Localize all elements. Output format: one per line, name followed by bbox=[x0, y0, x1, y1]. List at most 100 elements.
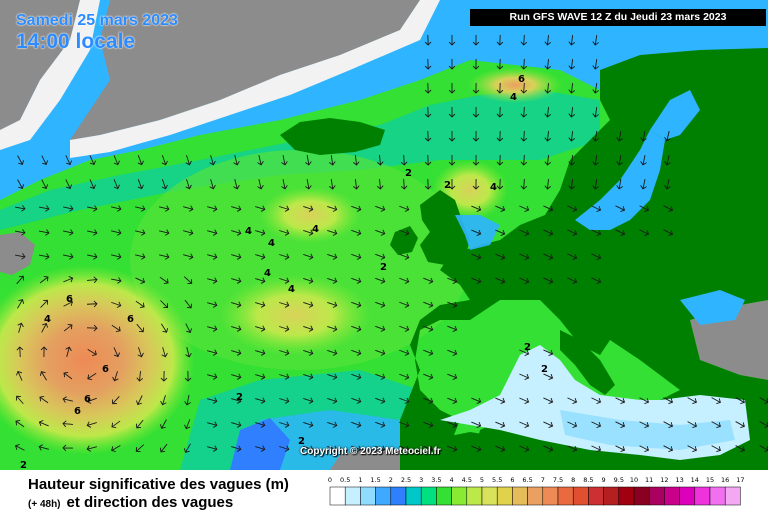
wave-direction-arrow bbox=[447, 445, 458, 452]
legend-swatch bbox=[420, 486, 437, 506]
wave-direction-arrow bbox=[687, 421, 697, 429]
wave-direction-arrow bbox=[592, 178, 599, 190]
wave-direction-arrow bbox=[471, 229, 482, 236]
wave-direction-arrow bbox=[16, 346, 24, 358]
wave-direction-arrow bbox=[257, 155, 264, 166]
wave-direction-arrow bbox=[519, 349, 530, 356]
wave-direction-arrow bbox=[161, 347, 168, 358]
legend-swatch bbox=[694, 486, 711, 506]
wave-direction-arrow bbox=[639, 421, 650, 429]
wave-direction-arrow bbox=[207, 325, 218, 332]
legend-tick-label: 7 bbox=[541, 476, 545, 484]
wave-direction-arrow bbox=[185, 323, 193, 334]
wave-direction-arrow bbox=[495, 229, 506, 236]
wave-direction-arrow bbox=[423, 277, 434, 284]
wave-direction-arrow bbox=[711, 445, 721, 453]
wave-direction-arrow bbox=[663, 205, 674, 213]
wave-direction-arrow bbox=[568, 58, 575, 70]
wave-direction-arrow bbox=[137, 155, 144, 166]
wave-direction-arrow bbox=[159, 229, 170, 236]
wave-direction-arrow bbox=[113, 347, 120, 358]
legend-swatch bbox=[572, 486, 589, 506]
legend-tick-label: 3.5 bbox=[431, 476, 441, 484]
wave-direction-arrow bbox=[135, 229, 146, 236]
legend-tick-label: 17 bbox=[736, 476, 744, 484]
canada-land bbox=[0, 0, 80, 130]
wave-direction-arrow bbox=[615, 445, 626, 453]
wave-direction-arrow bbox=[663, 229, 674, 237]
wave-direction-arrow bbox=[544, 178, 552, 190]
wave-direction-arrow bbox=[448, 106, 456, 118]
wave-direction-arrow bbox=[15, 253, 26, 260]
forecast-time: 14:00 locale bbox=[16, 30, 136, 53]
wave-direction-arrow bbox=[543, 253, 554, 260]
legend-tick-label: 8.5 bbox=[583, 476, 593, 484]
wave-direction-arrow bbox=[38, 420, 49, 427]
wave-direction-arrow bbox=[279, 421, 290, 428]
wave-direction-arrow bbox=[520, 106, 528, 118]
wave-direction-arrow bbox=[183, 229, 194, 236]
wave-direction-arrow bbox=[89, 155, 96, 166]
wave-direction-arrow bbox=[136, 395, 143, 406]
wave-direction-arrow bbox=[375, 349, 386, 356]
wave-direction-arrow bbox=[233, 155, 240, 166]
wave-direction-arrow bbox=[567, 253, 578, 260]
wave-direction-arrow bbox=[63, 276, 74, 283]
color-scale-legend: 0 0.5 1 1.5 2 2.5 3 3.5 4 4.5 5 5.5 6 6.5 7 7.5 8 8.5 9 9.5… bbox=[328, 476, 745, 506]
legend-tick-label: 1.5 bbox=[370, 476, 380, 484]
wave-direction-arrow bbox=[544, 34, 552, 46]
wave-direction-arrow bbox=[137, 179, 144, 190]
wave-direction-arrow bbox=[399, 445, 410, 452]
wave-direction-arrow bbox=[39, 275, 49, 284]
wave-direction-arrow bbox=[183, 276, 193, 285]
wave-direction-arrow bbox=[39, 371, 47, 381]
wave-direction-arrow bbox=[62, 420, 74, 428]
wave-direction-arrow bbox=[447, 301, 458, 308]
wave-direction-arrow bbox=[185, 155, 192, 166]
wave-direction-arrow bbox=[327, 397, 338, 404]
wave-direction-arrow bbox=[423, 373, 434, 380]
legend-tick-label: 10 bbox=[630, 476, 638, 484]
wave-direction-arrow bbox=[519, 421, 530, 428]
wave-direction-arrow bbox=[448, 34, 456, 46]
wave-direction-arrow bbox=[472, 154, 480, 166]
wave-direction-arrow bbox=[520, 130, 528, 142]
wave-direction-arrow bbox=[592, 34, 599, 46]
wave-direction-arrow bbox=[664, 155, 671, 166]
wave-direction-arrow bbox=[135, 253, 146, 260]
wave-direction-arrow bbox=[303, 349, 314, 356]
wave-direction-arrow bbox=[279, 277, 290, 284]
wave-direction-arrow bbox=[423, 421, 434, 428]
wave-direction-arrow bbox=[63, 371, 73, 380]
wave-direction-arrow bbox=[375, 277, 386, 284]
wave-direction-arrow bbox=[399, 373, 410, 380]
wave-direction-arrow bbox=[591, 277, 602, 284]
wave-direction-arrow bbox=[423, 445, 434, 452]
wave-direction-arrow bbox=[472, 106, 480, 118]
legend-swatch bbox=[496, 486, 513, 506]
wave-direction-arrow bbox=[255, 397, 266, 404]
wave-direction-arrow bbox=[519, 397, 530, 404]
wave-direction-arrow bbox=[495, 277, 506, 284]
legend-swatch bbox=[633, 486, 650, 506]
wave-direction-arrow bbox=[351, 325, 362, 332]
forecast-datetime: Samedi 25 mars 2023 14:00 locale bbox=[16, 12, 178, 54]
wave-direction-arrow bbox=[496, 130, 504, 142]
wave-direction-arrow bbox=[303, 397, 314, 404]
wave-direction-arrow bbox=[375, 373, 386, 380]
contour-label: 2 bbox=[541, 364, 548, 375]
legend-tick-label: 6.5 bbox=[522, 476, 532, 484]
wave-direction-arrow bbox=[39, 229, 50, 236]
footer-title: Hauteur significative des vagues (m) bbox=[28, 476, 289, 493]
wave-direction-arrow bbox=[424, 58, 432, 70]
wave-direction-arrow bbox=[17, 179, 25, 189]
wave-direction-arrow bbox=[687, 445, 697, 453]
wave-direction-arrow bbox=[63, 229, 74, 236]
newfoundland-land bbox=[0, 232, 35, 275]
legend-tick-label: 12 bbox=[660, 476, 668, 484]
wave-direction-arrow bbox=[281, 179, 288, 190]
wave-direction-arrow bbox=[207, 301, 218, 308]
wave-direction-arrow bbox=[543, 397, 554, 404]
wave-direction-arrow bbox=[111, 395, 120, 405]
wave-direction-arrow bbox=[639, 445, 650, 453]
